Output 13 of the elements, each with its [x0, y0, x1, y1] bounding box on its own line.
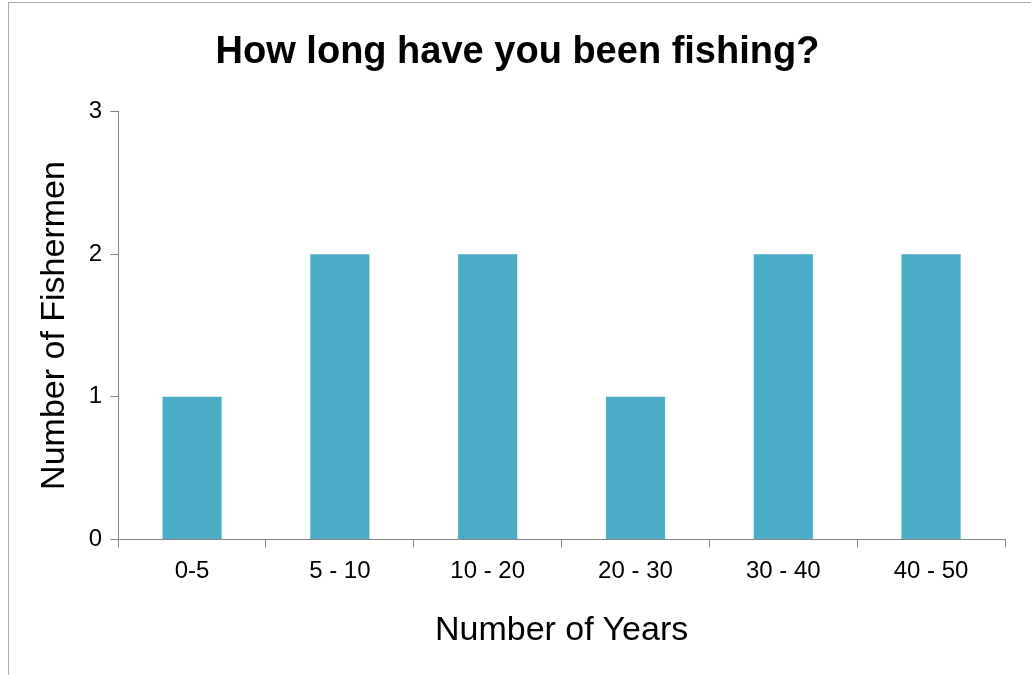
x-tick-label: 40 - 50 — [893, 556, 969, 584]
x-tick-label: 20 - 30 — [598, 556, 673, 584]
x-axis-title: Number of Years — [434, 608, 689, 647]
x-tick-label: 0-5 — [174, 556, 210, 584]
x-tick-label: 10 - 20 — [450, 556, 526, 584]
x-tick-label: 30 - 40 — [745, 556, 821, 584]
x-tick-label: 5 - 10 — [309, 556, 371, 584]
y-tick-label: 0 — [88, 524, 103, 552]
y-axis-title: Number of Fishermen — [32, 161, 71, 490]
chart-title: How long have you been fishing? — [215, 29, 820, 72]
y-tick-label: 2 — [88, 238, 103, 266]
y-tick-label: 3 — [88, 96, 103, 124]
y-tick-label: 1 — [88, 381, 103, 409]
